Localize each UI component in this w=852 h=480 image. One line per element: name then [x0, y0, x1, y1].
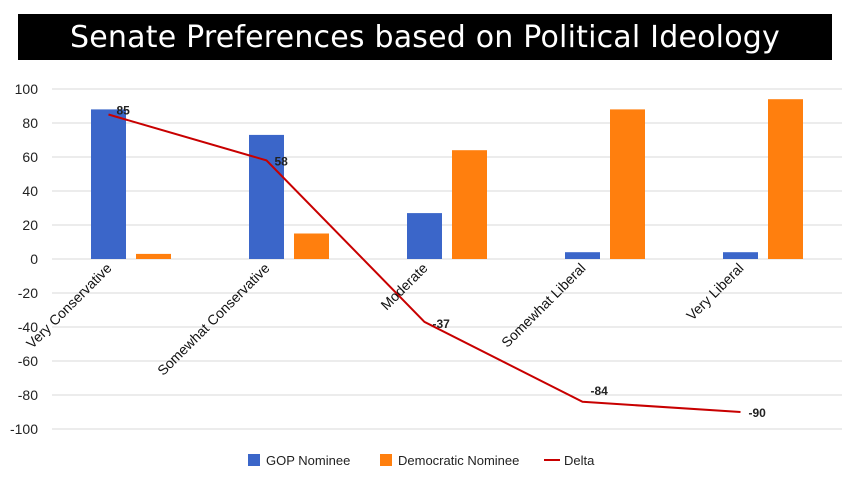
legend-label: GOP Nominee [266, 453, 350, 468]
category-label: Moderate [377, 260, 430, 313]
bars [91, 99, 803, 260]
gop-bar [565, 252, 600, 259]
gop-bar [249, 134, 284, 259]
gop-bar [91, 109, 126, 260]
delta-data-label: -37 [433, 317, 451, 331]
legend: GOP Nominee Democratic Nominee Delta [248, 453, 595, 468]
gop-bar [723, 252, 758, 259]
y-tick-label: 20 [22, 217, 38, 233]
y-tick-label: 0 [30, 251, 38, 267]
y-tick-label: -40 [18, 319, 38, 335]
gridlines [52, 88, 842, 430]
delta-line [108, 113, 741, 413]
y-axis-ticks: 100 80 60 40 20 0 -20 -40 -60 -80 -100 [10, 81, 38, 437]
category-label: Somewhat Liberal [498, 260, 589, 351]
dem-bar [136, 253, 171, 259]
delta-line-group: 85 58 -37 -84 -90 [108, 104, 767, 420]
gop-bar [407, 213, 442, 259]
chart-title: Senate Preferences based on Political Id… [70, 19, 780, 55]
y-tick-label: 60 [22, 149, 38, 165]
dem-bar [610, 109, 645, 260]
delta-data-label: -90 [749, 406, 767, 420]
y-tick-label: 80 [22, 115, 38, 131]
delta-data-label: 58 [275, 154, 289, 168]
chart-title-bar: Senate Preferences based on Political Id… [18, 14, 832, 60]
category-label: Very Conservative [23, 260, 115, 352]
y-tick-label: 40 [22, 183, 38, 199]
dem-bar [768, 99, 803, 259]
y-tick-label: -60 [18, 353, 38, 369]
y-tick-label: 100 [15, 81, 39, 97]
dem-bar [452, 150, 487, 259]
delta-data-label: -84 [591, 384, 609, 398]
category-label: Very Liberal [683, 260, 747, 324]
legend-swatch [380, 454, 392, 466]
delta-data-label: 85 [117, 104, 131, 118]
legend-label: Democratic Nominee [398, 453, 519, 468]
y-tick-label: -80 [18, 387, 38, 403]
dem-bar [294, 233, 329, 259]
y-tick-label: -20 [18, 285, 38, 301]
legend-swatch [248, 454, 260, 466]
y-tick-label: -100 [10, 421, 38, 437]
legend-label: Delta [564, 453, 595, 468]
